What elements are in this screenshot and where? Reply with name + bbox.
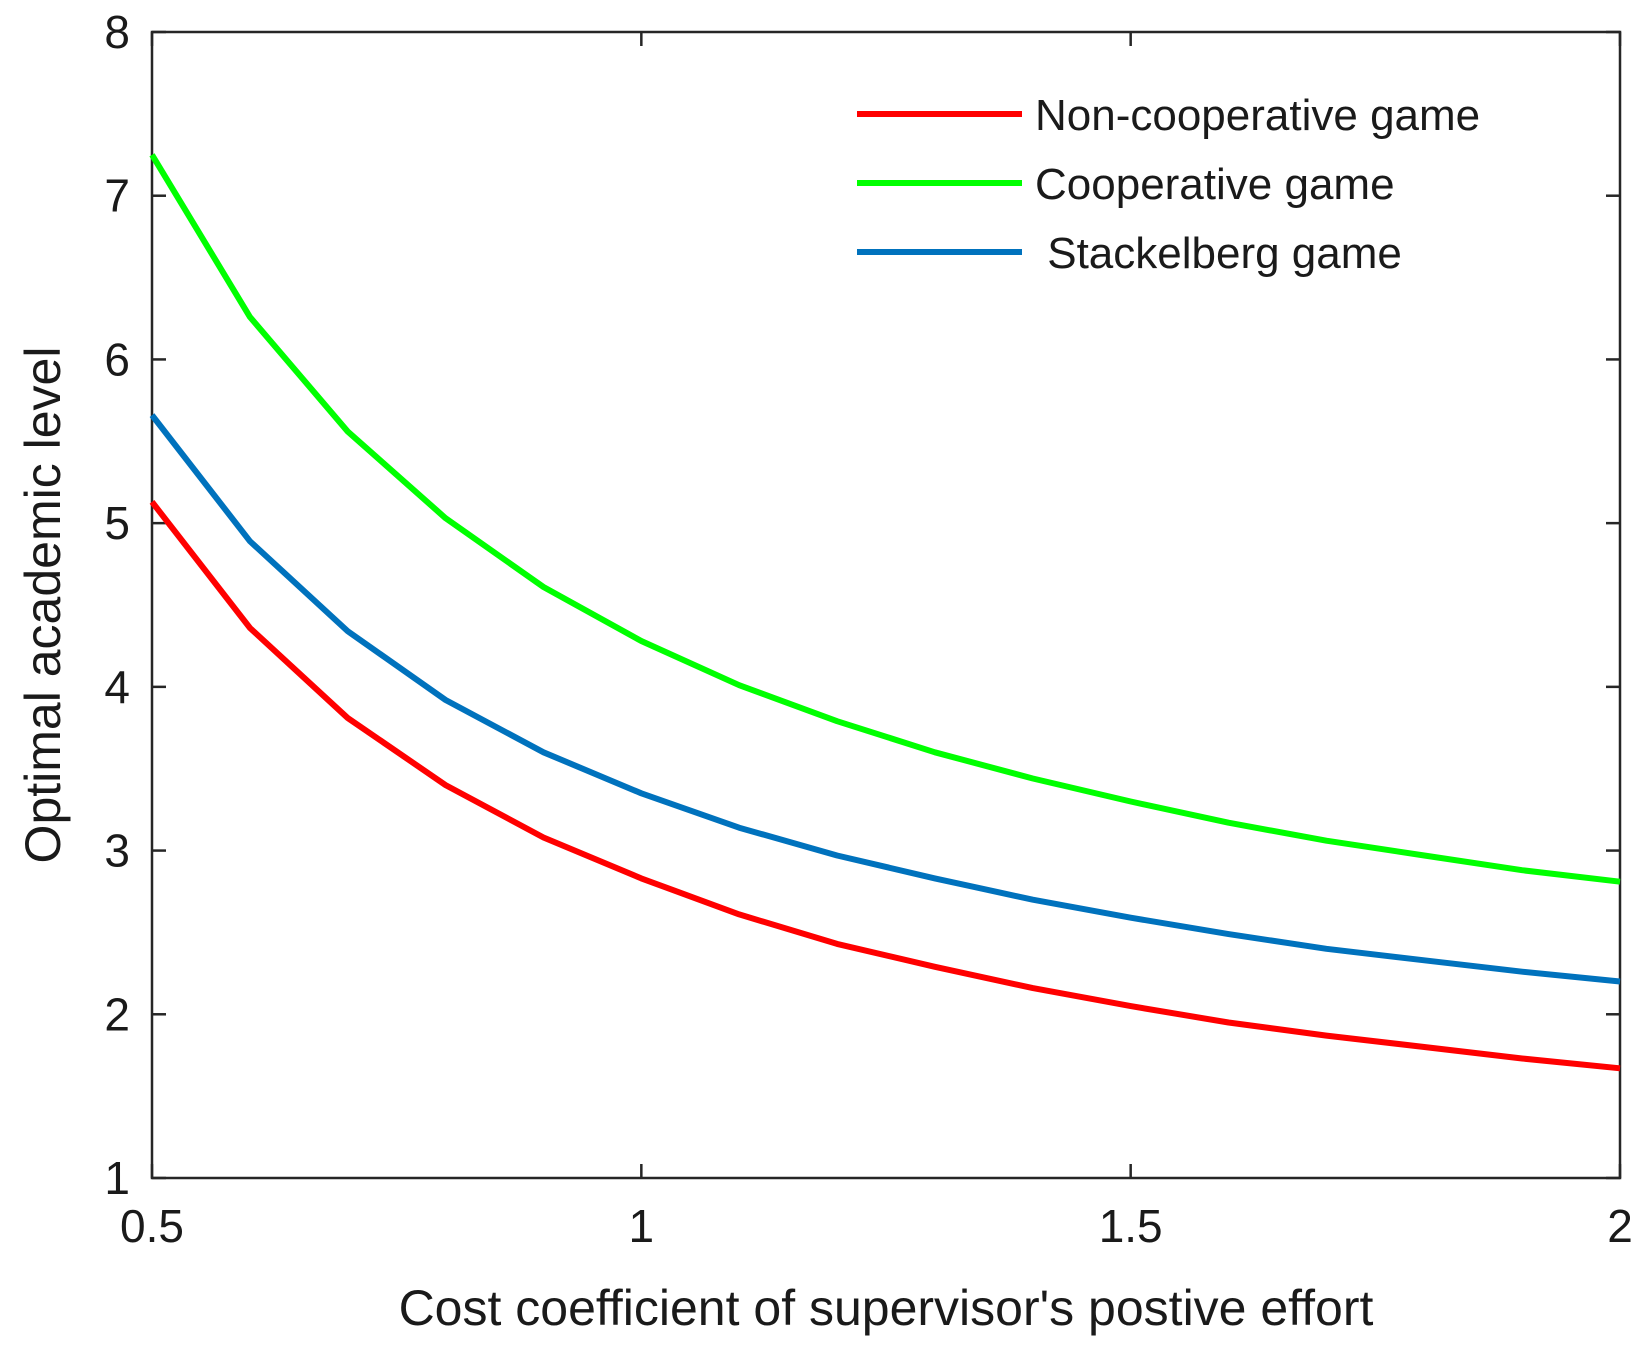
x-tick-label: 1 <box>629 1200 655 1252</box>
y-axis-title: Optimal academic level <box>15 347 71 864</box>
y-tick-label: 4 <box>104 661 130 713</box>
x-tick-label: 2 <box>1607 1200 1633 1252</box>
legend-label-2: Cooperative game <box>1035 160 1395 209</box>
x-axis-title: Cost coefficient of supervisor's postive… <box>399 1280 1374 1336</box>
y-tick-label: 6 <box>104 333 130 385</box>
x-tick-label: 1.5 <box>1099 1200 1163 1252</box>
y-tick-label: 7 <box>104 170 130 222</box>
legend-label-3: Stackelberg game <box>1035 229 1402 278</box>
y-tick-label: 1 <box>104 1152 130 1204</box>
legend: Non-cooperative game Cooperative game Sta… <box>857 91 1480 278</box>
axis-ticks <box>150 30 1622 1180</box>
plot-area <box>149 30 1622 1180</box>
series-line-3 <box>149 413 1621 985</box>
y-tick-label: 8 <box>104 6 130 58</box>
legend-label-1: Non-cooperative game <box>1035 91 1480 140</box>
series-lines <box>149 153 1621 1072</box>
series-line-1 <box>149 500 1621 1072</box>
y-tick-label: 3 <box>104 825 130 877</box>
y-tick-label: 5 <box>104 497 130 549</box>
series-line-2 <box>149 153 1621 885</box>
y-tick-label: 2 <box>104 988 130 1040</box>
plot-frame <box>150 30 1622 1180</box>
x-tick-label: 0.5 <box>120 1200 184 1252</box>
